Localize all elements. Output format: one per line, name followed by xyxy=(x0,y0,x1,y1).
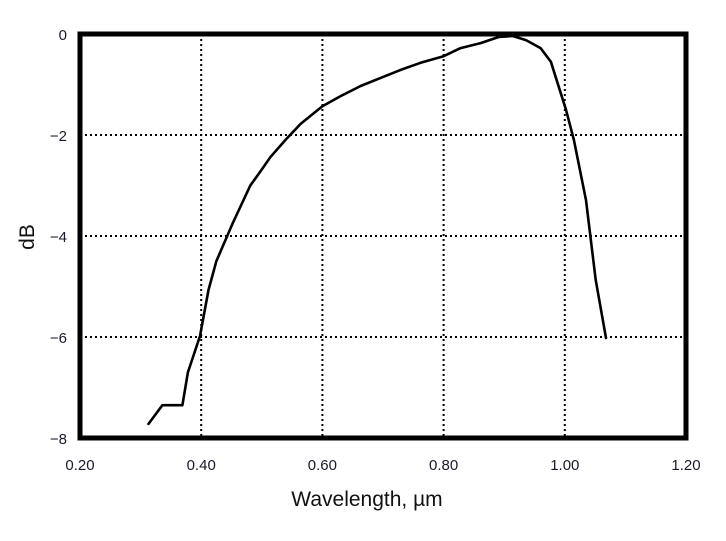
y-tick-label: 0 xyxy=(59,27,67,44)
x-tick-label: 0.20 xyxy=(65,457,94,474)
y-tick-label: −4 xyxy=(50,229,67,246)
x-tick-label: 0.40 xyxy=(187,457,216,474)
x-tick-label: 0.80 xyxy=(429,457,458,474)
x-axis-label: Wavelength, µm xyxy=(291,488,442,511)
y-tick-label: −8 xyxy=(50,431,67,448)
x-tick-label: 1.00 xyxy=(550,457,579,474)
plot-frame xyxy=(77,31,689,441)
x-tick-label: 0.60 xyxy=(308,457,337,474)
grid-lines xyxy=(80,34,686,438)
y-axis-label: dB xyxy=(16,224,39,250)
y-axis-ticks: 0 −2 −4 −6 −8 xyxy=(50,27,67,448)
x-tick-label: 1.20 xyxy=(671,457,700,474)
y-tick-label: −6 xyxy=(50,330,67,347)
series-line-spectral-response xyxy=(147,34,608,426)
y-tick-label: −2 xyxy=(50,128,67,145)
plot-series xyxy=(147,34,608,426)
x-axis-ticks: 0.20 0.40 0.60 0.80 1.00 1.20 xyxy=(65,457,700,474)
